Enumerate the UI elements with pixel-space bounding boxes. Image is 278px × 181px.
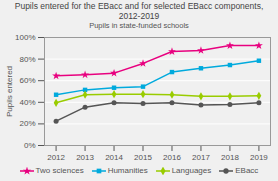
html-text:Pupils in state-funded schools: Pupils in state-funded schools: [89, 21, 189, 30]
svg-text:20%: 20%: [19, 119, 35, 128]
svg-text:80%: 80%: [19, 55, 35, 64]
html-text:Pupils entered for the EBacc a: Pupils entered for the EBacc and for sel…: [14, 1, 264, 21]
svg-text:40%: 40%: [19, 98, 35, 107]
svg-text:60%: 60%: [19, 76, 35, 85]
svg-text:2016: 2016: [163, 153, 181, 162]
html-text:Two sciences: Two sciences: [35, 166, 84, 175]
svg-text:2019: 2019: [250, 153, 268, 162]
svg-text:100%: 100%: [15, 33, 35, 42]
svg-text:0%: 0%: [24, 141, 36, 150]
svg-text:2012: 2012: [47, 153, 65, 162]
svg-text:2013: 2013: [76, 153, 94, 162]
svg-text:2014: 2014: [105, 153, 123, 162]
html-text:EBacc: EBacc: [235, 166, 259, 175]
svg-text:2017: 2017: [192, 153, 210, 162]
html-text:Humanities: Humanities: [107, 166, 148, 175]
svg-text:2015: 2015: [134, 153, 152, 162]
svg-text:2018: 2018: [221, 153, 239, 162]
html-text:Languages: Languages: [171, 166, 212, 175]
svg-text:Pupils entered: Pupils entered: [5, 66, 14, 117]
